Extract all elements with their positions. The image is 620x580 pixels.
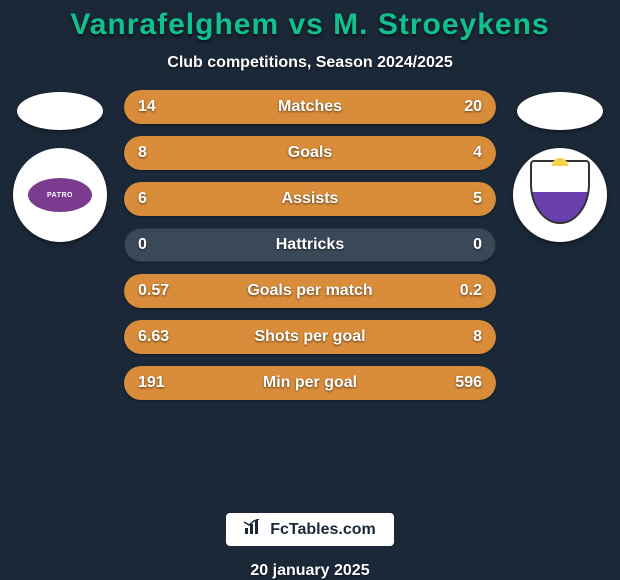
page-title: Vanrafelghem vs M. Stroeykens <box>70 8 549 42</box>
right-club-badge <box>513 148 607 242</box>
stat-label: Assists <box>124 190 496 208</box>
right-flag-icon <box>517 92 603 130</box>
right-player-col <box>500 90 620 242</box>
comparison-card: Vanrafelghem vs M. Stroeykens Club compe… <box>0 0 620 580</box>
stat-row: Matches1420 <box>124 90 496 124</box>
left-flag-icon <box>17 92 103 130</box>
stat-label: Min per goal <box>124 374 496 392</box>
stat-row: Goals84 <box>124 136 496 170</box>
stats-column: Matches1420 Goals84 Assists65 Hattricks00 Go… <box>120 90 500 400</box>
stat-row: Goals per match0.570.2 <box>124 274 496 308</box>
subtitle: Club competitions, Season 2024/2025 <box>167 54 452 72</box>
date-text: 20 january 2025 <box>250 562 369 580</box>
content-row: PATRO Matches1420 Goals84 Assists65 Hattric… <box>0 90 620 491</box>
stat-label: Matches <box>124 98 496 116</box>
left-player-col: PATRO <box>0 90 120 242</box>
left-club-badge: PATRO <box>13 148 107 242</box>
source-text: FcTables.com <box>270 521 376 539</box>
shield-icon <box>530 160 590 224</box>
bar-chart-icon <box>244 519 262 540</box>
stat-label: Shots per goal <box>124 328 496 346</box>
stat-row: Shots per goal6.638 <box>124 320 496 354</box>
source-attribution: FcTables.com <box>226 513 394 546</box>
stat-row: Hattricks00 <box>124 228 496 262</box>
stat-label: Goals <box>124 144 496 162</box>
stat-label: Goals per match <box>124 282 496 300</box>
stat-row: Min per goal191596 <box>124 366 496 400</box>
left-club-badge-inner: PATRO <box>28 178 92 212</box>
stat-label: Hattricks <box>124 236 496 254</box>
stat-row: Assists65 <box>124 182 496 216</box>
right-club-badge-inner <box>525 160 595 230</box>
